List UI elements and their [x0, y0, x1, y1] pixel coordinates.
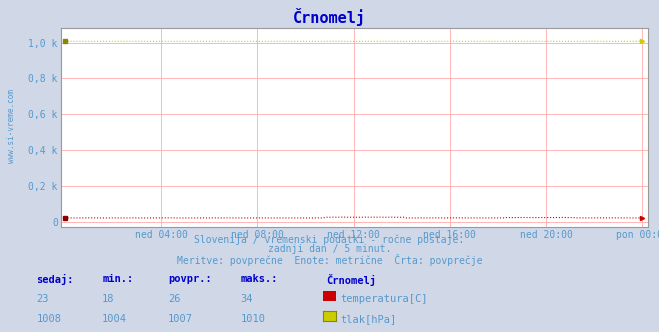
Text: 1008: 1008	[36, 314, 61, 324]
Text: 34: 34	[241, 294, 253, 304]
Text: 18: 18	[102, 294, 115, 304]
Text: Črnomelj: Črnomelj	[293, 8, 366, 26]
Text: 26: 26	[168, 294, 181, 304]
Text: sedaj:: sedaj:	[36, 274, 74, 285]
Text: maks.:: maks.:	[241, 274, 278, 284]
Text: 1007: 1007	[168, 314, 193, 324]
Text: 23: 23	[36, 294, 49, 304]
Text: 1010: 1010	[241, 314, 266, 324]
Text: Meritve: povprečne  Enote: metrične  Črta: povprečje: Meritve: povprečne Enote: metrične Črta:…	[177, 254, 482, 266]
Text: Črnomelj: Črnomelj	[326, 274, 376, 286]
Text: min.:: min.:	[102, 274, 133, 284]
Text: 1004: 1004	[102, 314, 127, 324]
Text: www.si-vreme.com: www.si-vreme.com	[7, 89, 16, 163]
Text: tlak[hPa]: tlak[hPa]	[340, 314, 396, 324]
Text: zadnji dan / 5 minut.: zadnji dan / 5 minut.	[268, 244, 391, 254]
Text: temperatura[C]: temperatura[C]	[340, 294, 428, 304]
Text: povpr.:: povpr.:	[168, 274, 212, 284]
Text: Slovenija / vremenski podatki - ročne postaje.: Slovenija / vremenski podatki - ročne po…	[194, 234, 465, 245]
